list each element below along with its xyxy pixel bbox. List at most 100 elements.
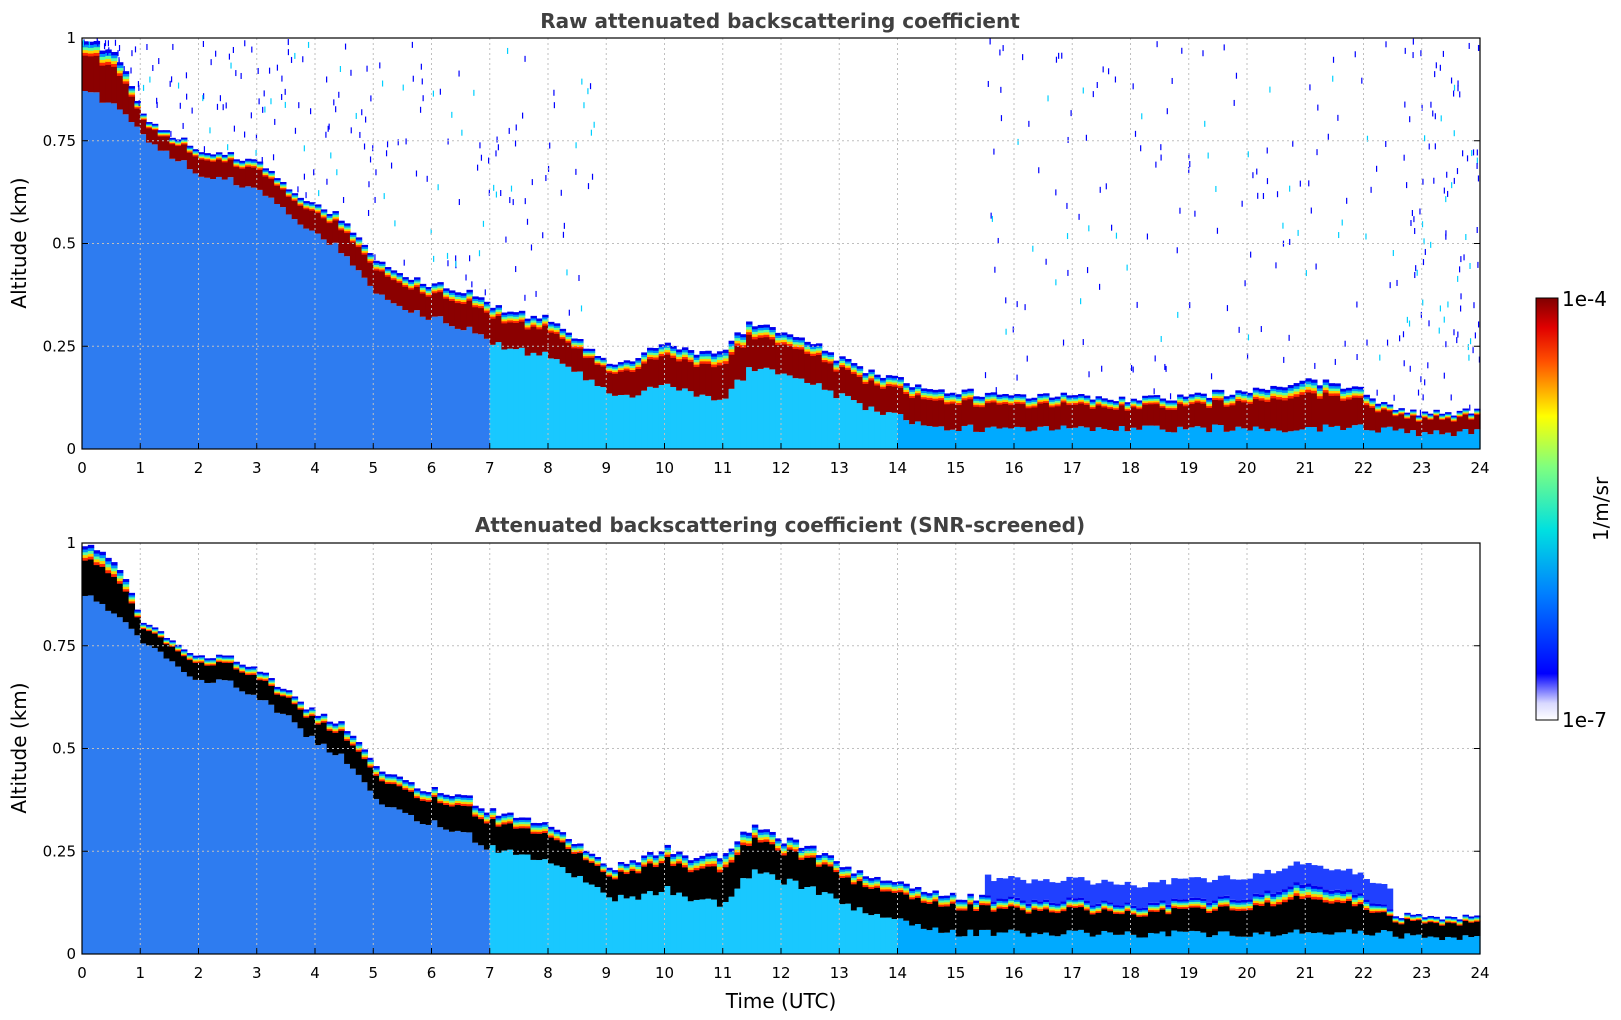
cloud-edge-mark: [1468, 919, 1475, 922]
heatmap-column: [379, 80, 386, 449]
cloud-edge-mark: [536, 823, 543, 826]
cloud-edge-mark: [810, 845, 817, 849]
cloud-edge-mark: [309, 208, 316, 211]
noise-mark: [447, 138, 449, 145]
cloud-edge-mark: [693, 364, 701, 368]
cloud-edge-mark: [1328, 390, 1335, 394]
noise-mark: [381, 80, 384, 87]
aerosol-layer-mark: [1229, 430, 1236, 449]
cloud-edge-mark: [1107, 404, 1114, 408]
noise-mark: [1316, 149, 1318, 156]
cloud-edge-mark: [1060, 906, 1068, 910]
cloud-edge-mark: [687, 352, 695, 356]
cloud-core-mark: [815, 354, 823, 384]
cloud-edge-mark: [1031, 899, 1038, 903]
cloud-edge-mark: [233, 162, 240, 165]
noise-mark: [170, 130, 172, 137]
cloud-edge-mark: [1311, 382, 1318, 386]
cloud-edge-mark: [617, 367, 625, 370]
cloud-edge-mark: [693, 858, 701, 861]
cloud-edge-mark: [664, 844, 671, 848]
noise-mark: [476, 164, 479, 171]
cloud-edge-mark: [751, 827, 759, 831]
heatmap-column: [1369, 186, 1376, 449]
cloud-edge-mark: [862, 373, 869, 376]
noise-mark: [330, 152, 332, 159]
heatmap-column: [1357, 77, 1365, 449]
noise-mark: [1000, 115, 1003, 122]
screened-haze-mark: [1200, 878, 1207, 899]
cloud-core-mark: [1450, 421, 1458, 437]
aerosol-layer-mark: [524, 355, 532, 449]
aerosol-layer-mark: [1159, 931, 1167, 954]
cloud-edge-mark: [885, 377, 893, 380]
cloud-edge-mark: [1328, 900, 1335, 904]
cloud-edge-mark: [868, 375, 875, 379]
cloud-edge-mark: [210, 659, 217, 662]
heatmap-column: [973, 900, 980, 954]
aerosol-layer-mark: [955, 431, 963, 449]
cloud-core-mark: [984, 402, 992, 428]
cloud-edge-mark: [967, 901, 974, 905]
cloud-edge-mark: [1025, 404, 1033, 407]
screened-haze-mark: [1293, 861, 1301, 883]
aerosol-layer-mark: [897, 918, 904, 954]
cloud-edge-mark: [804, 351, 811, 354]
cloud-core-mark: [1445, 417, 1452, 433]
cloud-edge-mark: [198, 157, 205, 160]
cloud-edge-mark: [501, 815, 508, 819]
cloud-edge-mark: [489, 307, 497, 311]
aerosol-layer-mark: [1252, 932, 1260, 954]
cloud-core-mark: [1293, 396, 1301, 431]
aerosol-layer-mark: [1456, 939, 1464, 954]
aerosol-layer-mark: [408, 814, 415, 954]
heatmap-column: [1363, 879, 1370, 954]
heatmap-column: [891, 882, 899, 954]
noise-mark: [480, 154, 483, 161]
heatmap-column: [827, 855, 835, 954]
cloud-edge-mark: [1031, 397, 1038, 401]
cloud-edge-mark: [833, 863, 840, 866]
cloud-edge-mark: [379, 265, 386, 268]
cloud-edge-mark: [979, 894, 986, 898]
cloud-core-mark: [1340, 400, 1347, 431]
aerosol-layer-mark: [285, 214, 293, 449]
cloud-core-mark: [221, 662, 229, 681]
cloud-edge-mark: [111, 54, 118, 59]
aerosol-layer-mark: [1118, 934, 1126, 954]
aerosol-layer-mark: [233, 687, 240, 954]
aerosol-layer-mark: [728, 896, 735, 954]
heatmap-column: [425, 175, 433, 449]
heatmap-column: [163, 130, 170, 449]
cloud-edge-mark: [116, 570, 124, 574]
cloud-edge-mark: [647, 860, 654, 864]
cloud-edge-mark: [740, 839, 747, 843]
noise-mark: [591, 173, 594, 180]
cloud-edge-mark: [891, 382, 899, 385]
cloud-edge-mark: [1229, 903, 1236, 907]
noise-mark: [1463, 254, 1465, 261]
cloud-edge-mark: [990, 903, 998, 906]
noise-mark: [263, 90, 265, 97]
aerosol-layer-mark: [1357, 930, 1365, 954]
cloud-edge-mark: [501, 821, 508, 825]
cloud-edge-mark: [897, 381, 904, 384]
cloud-edge-mark: [582, 352, 590, 355]
noise-mark: [235, 70, 237, 77]
noise-mark: [1210, 373, 1213, 380]
aerosol-layer-mark: [926, 426, 934, 449]
noise-mark: [508, 127, 510, 134]
cloud-edge-mark: [1118, 401, 1126, 404]
cloud-edge-mark: [757, 332, 765, 336]
cloud-edge-mark: [880, 382, 887, 385]
heatmap-column: [495, 136, 502, 449]
cloud-edge-mark: [676, 853, 683, 857]
cloud-edge-mark: [280, 187, 287, 190]
aerosol-layer-mark: [1212, 424, 1219, 449]
cloud-edge-mark: [495, 821, 502, 825]
x-tick-label: 12: [771, 964, 790, 982]
heatmap-column: [559, 189, 567, 449]
heatmap-column: [658, 851, 666, 954]
noise-mark: [458, 70, 460, 77]
cloud-edge-mark: [1124, 407, 1132, 410]
